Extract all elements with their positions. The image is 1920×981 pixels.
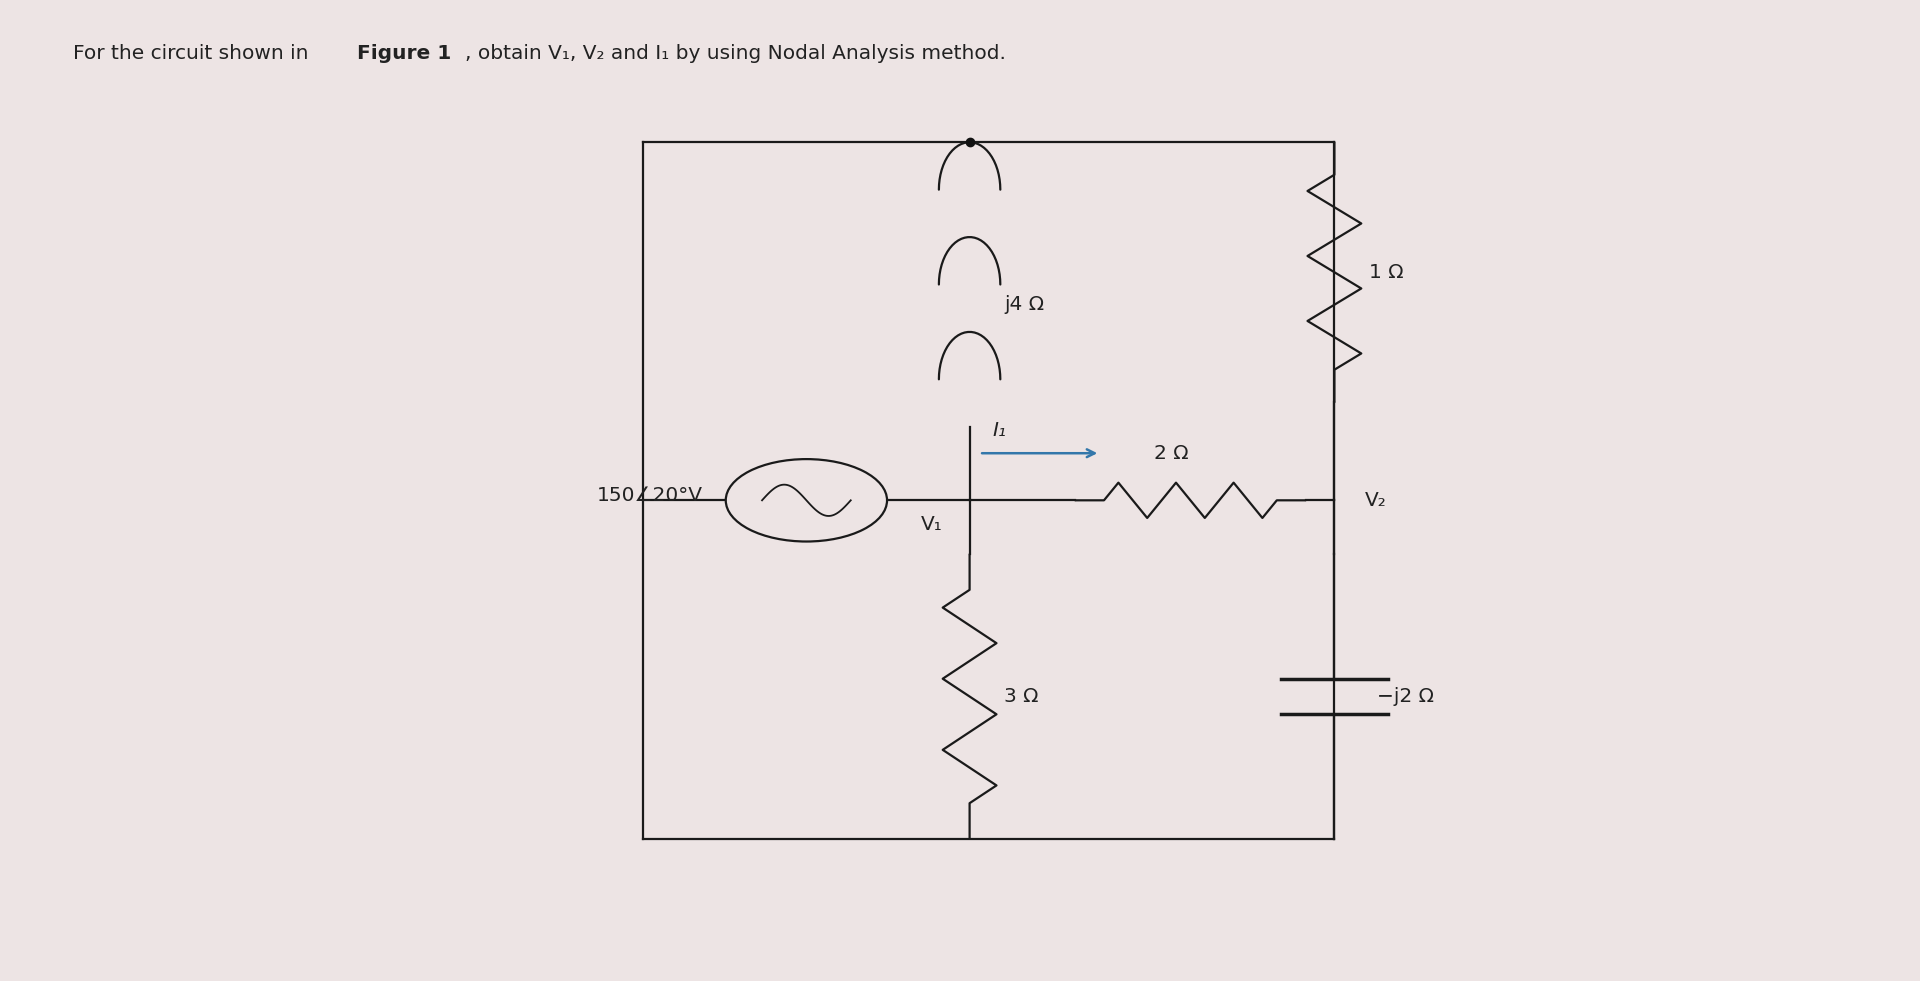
Text: −j2 Ω: −j2 Ω [1377, 687, 1434, 706]
Text: I₁: I₁ [993, 422, 1006, 440]
Text: Figure 1: Figure 1 [357, 44, 451, 64]
Text: 150∠20°V: 150∠20°V [597, 486, 703, 505]
Text: V₂: V₂ [1365, 490, 1386, 510]
Text: V₁: V₁ [922, 515, 943, 535]
Text: For the circuit shown in: For the circuit shown in [73, 44, 315, 64]
Text: 1 Ω: 1 Ω [1369, 263, 1404, 282]
Text: , obtain V₁, V₂ and I₁ by using Nodal Analysis method.: , obtain V₁, V₂ and I₁ by using Nodal An… [465, 44, 1006, 64]
Text: 2 Ω: 2 Ω [1154, 444, 1188, 463]
Text: 3 Ω: 3 Ω [1004, 687, 1039, 706]
Text: j4 Ω: j4 Ω [1004, 294, 1044, 314]
